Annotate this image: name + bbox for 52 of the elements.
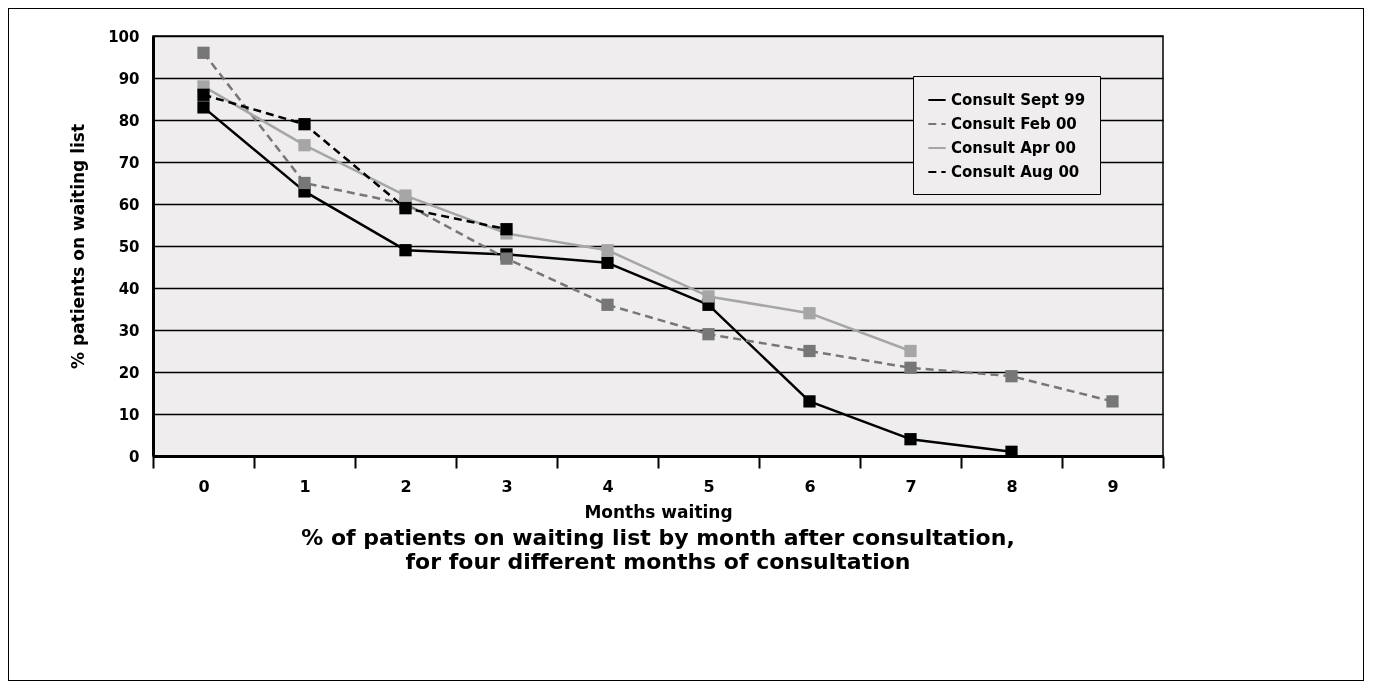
point [197,88,210,101]
point [601,244,614,257]
y-tick-label: 10 [118,405,140,424]
x-tick-label: 9 [1107,476,1119,496]
point [298,139,311,152]
point [1005,370,1018,383]
point [803,344,816,358]
legend-label: Consult Apr 00 [951,139,1076,157]
point [904,344,917,358]
y-tick-label: 80 [118,111,140,130]
legend-label: Consult Feb 00 [951,115,1077,133]
x-tick-label: 8 [1006,476,1018,496]
point [500,223,513,236]
point [399,189,412,202]
x-axis-title: Months waiting [584,501,733,522]
point [803,307,816,320]
point [399,244,412,257]
y-tick-label: 0 [129,447,140,466]
x-tick-label: 0 [198,476,210,496]
y-tick-label: 60 [118,195,140,214]
y-tick-label: 50 [118,237,140,256]
x-tick-label: 2 [400,476,412,496]
text: % of patients on waiting list by month after consultation, for four different months of consultation [301,525,1015,574]
point [601,256,614,269]
y-tick-label: 40 [118,279,140,298]
point [197,46,210,59]
y-tick-label: 70 [118,153,140,172]
legend-label: Consult Sept 99 [951,91,1086,109]
x-tick-label: 1 [299,476,311,496]
x-tick-label: 4 [602,476,614,496]
point [500,252,513,265]
y-axis-title: % patients on waiting list [68,123,89,370]
point [702,328,715,341]
point [904,433,917,446]
point [904,361,917,374]
y-tick-label: 30 [118,321,140,340]
point [197,101,210,114]
point [298,118,311,131]
x-tick-label: 3 [501,476,513,496]
x-tick-label: 7 [905,476,917,496]
y-tick-label: 90 [118,69,140,88]
x-tick-label: 5 [703,476,715,496]
x-tick-label: 6 [804,476,816,496]
point [702,290,715,303]
y-tick-label: 20 [118,363,140,382]
point [601,298,614,311]
y-tick-label: 100 [108,27,140,46]
legend-label: Consult Aug 00 [951,163,1080,181]
point [399,202,412,215]
point [1106,395,1119,408]
point [298,176,311,190]
point [803,395,816,408]
